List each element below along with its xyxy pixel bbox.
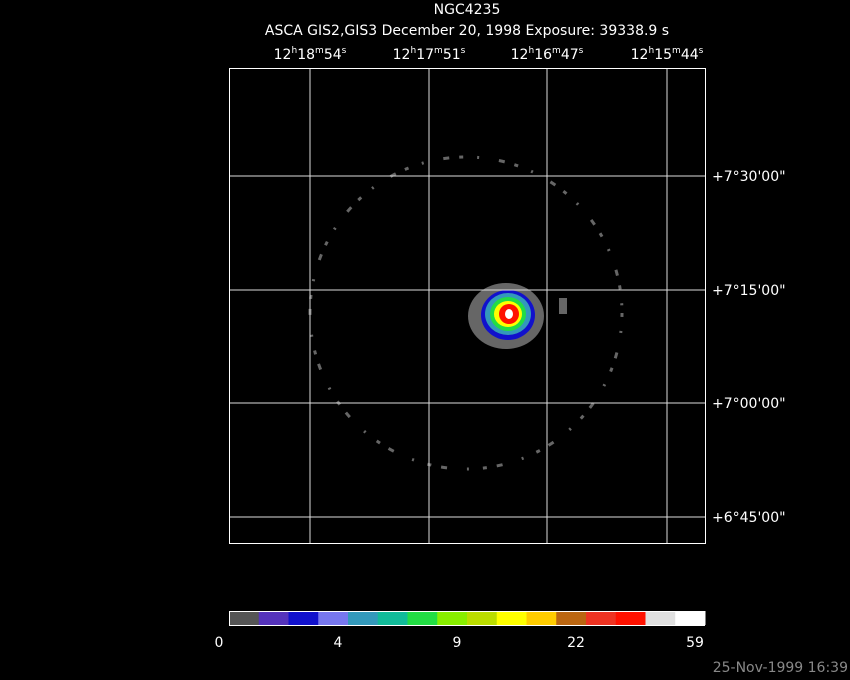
dec-label: +7°30'00" xyxy=(712,169,786,185)
colorbar-segment xyxy=(229,611,260,625)
colorbar-segment xyxy=(467,611,498,625)
colorbar-segment xyxy=(348,611,379,625)
source-core xyxy=(505,309,513,319)
colorbar-label: 22 xyxy=(567,635,585,651)
ra-label: 12h18m54s xyxy=(274,46,347,64)
grid xyxy=(229,68,706,544)
frame xyxy=(229,68,706,544)
colorbar-segment xyxy=(318,611,349,625)
timestamp: 25-Nov-1999 16:39 xyxy=(713,660,848,676)
pixel-patch xyxy=(559,298,567,314)
colorbar: 0 4 9 22 59 xyxy=(215,611,706,651)
dec-label: +7°15'00" xyxy=(712,283,786,299)
colorbar-label: 9 xyxy=(453,635,462,651)
colorbar-segment xyxy=(645,611,676,625)
colorbar-segment xyxy=(437,611,468,625)
colorbar-label: 4 xyxy=(334,635,343,651)
dec-label: +7°00'00" xyxy=(712,396,786,412)
ra-label: 12h16m47s xyxy=(511,46,584,64)
colorbar-segment xyxy=(377,611,408,625)
colorbar-segment xyxy=(615,611,646,625)
colorbar-segment xyxy=(288,611,319,625)
ra-label: 12h17m51s xyxy=(393,46,466,64)
colorbar-segment xyxy=(586,611,617,625)
colorbar-label: 59 xyxy=(686,635,704,651)
colorbar-segment xyxy=(526,611,557,625)
title: NGC4235 xyxy=(434,2,501,18)
colorbar-frame xyxy=(229,611,705,626)
ra-label: 12h15m44s xyxy=(631,46,704,64)
colorbar-segment xyxy=(556,611,587,625)
subtitle: ASCA GIS2,GIS3 December 20, 1998 Exposur… xyxy=(265,23,669,39)
colorbar-label: 0 xyxy=(215,635,224,651)
colorbar-segment xyxy=(496,611,527,625)
image xyxy=(308,155,624,471)
colorbar-segment xyxy=(258,611,289,625)
dec-label: +6°45'00" xyxy=(712,510,786,526)
colorbar-segment xyxy=(407,611,438,625)
colorbar-segment xyxy=(675,611,706,625)
